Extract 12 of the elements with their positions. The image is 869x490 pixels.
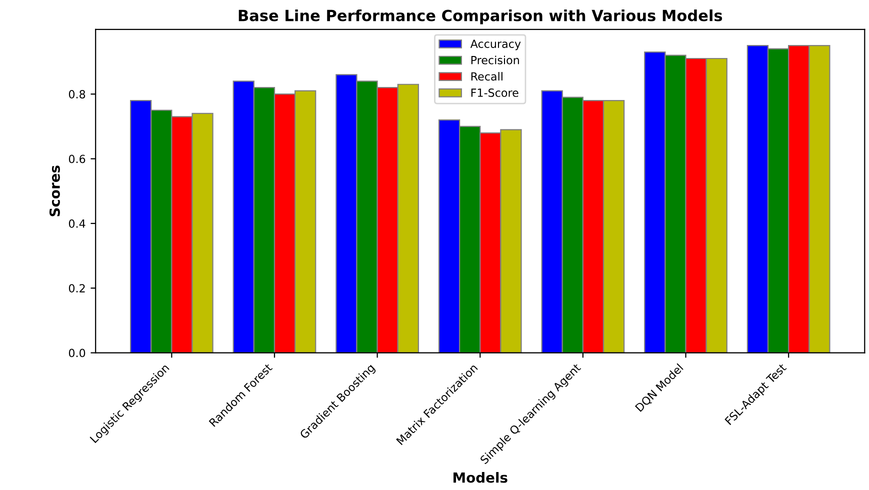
x-axis-title: Models [454, 472, 508, 483]
y-tick-label: 0.4 [68, 219, 86, 228]
y-tick-label: 0.2 [68, 284, 85, 292]
legend-label: Recall [471, 72, 502, 81]
y-tick-label: 0.6 [68, 154, 86, 164]
y-tick-label: 0.0 [68, 348, 86, 358]
legend-label: Precision [471, 56, 519, 64]
legend-label: F1-Score [471, 88, 518, 97]
chart-title: Base Line Performance Comparison with Various Models [238, 9, 722, 24]
y-tick-label: 0.8 [68, 90, 86, 98]
y-axis-title: Scores [49, 166, 60, 216]
legend-label: Accuracy [470, 40, 521, 50]
